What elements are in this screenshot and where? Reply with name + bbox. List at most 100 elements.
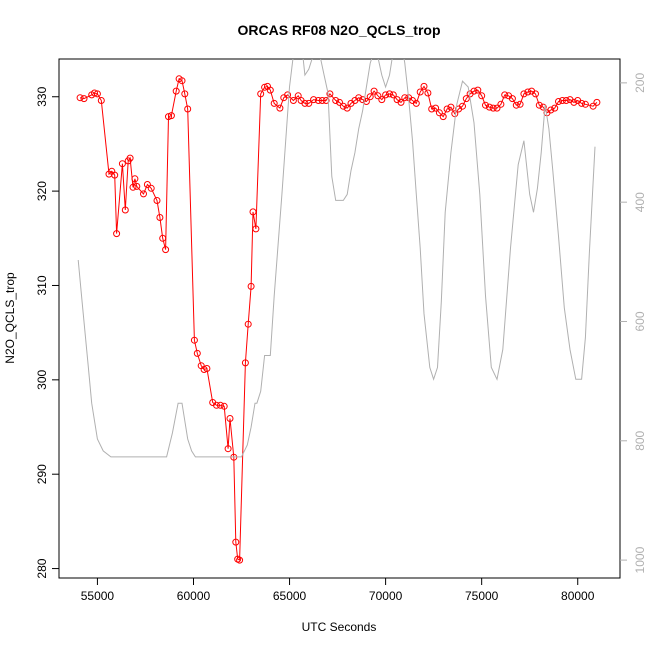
- data-point: [355, 94, 363, 102]
- data-point: [80, 95, 88, 103]
- data-point: [156, 214, 164, 221]
- data-point: [310, 96, 318, 104]
- data-point: [93, 90, 101, 98]
- data-point: [203, 365, 211, 372]
- x-tick-label: 70000: [369, 589, 403, 603]
- data-point: [470, 87, 478, 95]
- data-point: [443, 105, 451, 113]
- x-axis: 55000 60000 65000 70000 75000 80000: [81, 578, 595, 603]
- data-point: [249, 208, 257, 216]
- data-point: [435, 109, 443, 117]
- chart-title: ORCAS RF08 N2O_QCLS_trop: [237, 22, 440, 38]
- data-point: [401, 94, 409, 102]
- x-tick-label: 80000: [561, 589, 595, 603]
- plot-box: [58, 58, 621, 579]
- data-point: [589, 102, 597, 110]
- data-point: [224, 445, 232, 453]
- data-point: [140, 190, 147, 198]
- data-point: [512, 101, 520, 109]
- data-point: [424, 89, 432, 97]
- altitude-line: [77, 59, 596, 458]
- data-point: [118, 160, 126, 168]
- data-point: [497, 100, 505, 108]
- data-point: [232, 538, 240, 546]
- data-point: [332, 97, 340, 104]
- data-point: [193, 349, 201, 357]
- data-point: [578, 99, 586, 107]
- data-point: [593, 98, 601, 106]
- data-point: [535, 101, 543, 109]
- data-point: [326, 90, 334, 98]
- data-point: [493, 104, 501, 112]
- y-axis-label: N2O_QCLS_trop: [3, 272, 17, 364]
- data-point: [359, 96, 367, 104]
- data-point: [508, 95, 516, 103]
- data-point: [539, 103, 547, 111]
- data-point: [284, 91, 292, 99]
- data-point: [289, 97, 297, 104]
- data-point: [374, 92, 382, 100]
- data-point: [97, 97, 105, 104]
- data-point: [474, 86, 482, 94]
- data-point: [126, 154, 134, 162]
- data-point: [244, 320, 252, 328]
- data-point: [370, 87, 378, 95]
- data-point: [241, 359, 249, 367]
- data-point: [143, 181, 151, 188]
- y-tick-label: 330: [35, 86, 49, 106]
- data-point: [216, 401, 224, 409]
- data-point: [378, 96, 386, 104]
- y-tick-label: 290: [35, 464, 49, 484]
- x-tick-label: 60000: [177, 589, 211, 603]
- right-tick-label: 800: [633, 430, 647, 450]
- y-tick-label: 280: [35, 558, 49, 578]
- data-point: [432, 104, 440, 112]
- data-point: [266, 86, 274, 94]
- data-point: [362, 98, 370, 105]
- data-point: [190, 336, 198, 344]
- right-tick-label: 400: [633, 192, 647, 212]
- data-point: [181, 90, 189, 98]
- data-point: [159, 234, 167, 242]
- data-point: [129, 183, 137, 191]
- n2o-series-line: [79, 77, 598, 561]
- data-point: [516, 100, 524, 108]
- data-point: [301, 99, 309, 107]
- data-point: [524, 88, 532, 96]
- data-point: [420, 82, 428, 90]
- data-point: [91, 89, 98, 97]
- right-tick-label: 1000: [633, 546, 647, 573]
- data-point: [167, 112, 175, 120]
- data-point: [343, 104, 351, 112]
- data-point: [439, 113, 447, 121]
- data-point: [276, 104, 284, 112]
- right-tick-label: 200: [633, 73, 647, 93]
- data-point: [459, 102, 466, 110]
- data-point: [236, 556, 244, 564]
- data-point: [247, 282, 255, 290]
- data-point: [389, 91, 397, 99]
- data-point: [501, 91, 509, 99]
- data-point: [339, 102, 347, 110]
- data-point: [162, 246, 170, 254]
- data-point: [165, 113, 172, 121]
- plot-area: [76, 59, 601, 564]
- data-point: [366, 93, 374, 101]
- data-point: [131, 175, 139, 183]
- data-point: [318, 97, 326, 104]
- data-point: [322, 97, 330, 104]
- data-point: [485, 103, 493, 111]
- data-point: [397, 98, 405, 106]
- data-point: [520, 90, 528, 98]
- right-tick-label: 600: [633, 311, 647, 331]
- data-point: [261, 83, 269, 91]
- y-axis: 280 290 300 310 320 330: [35, 86, 59, 579]
- data-point: [314, 97, 322, 104]
- data-point: [226, 415, 234, 422]
- data-point: [252, 225, 260, 233]
- data-point: [428, 105, 436, 113]
- x-tick-label: 65000: [273, 589, 307, 603]
- x-tick-label: 75000: [465, 589, 499, 603]
- data-point: [416, 88, 424, 96]
